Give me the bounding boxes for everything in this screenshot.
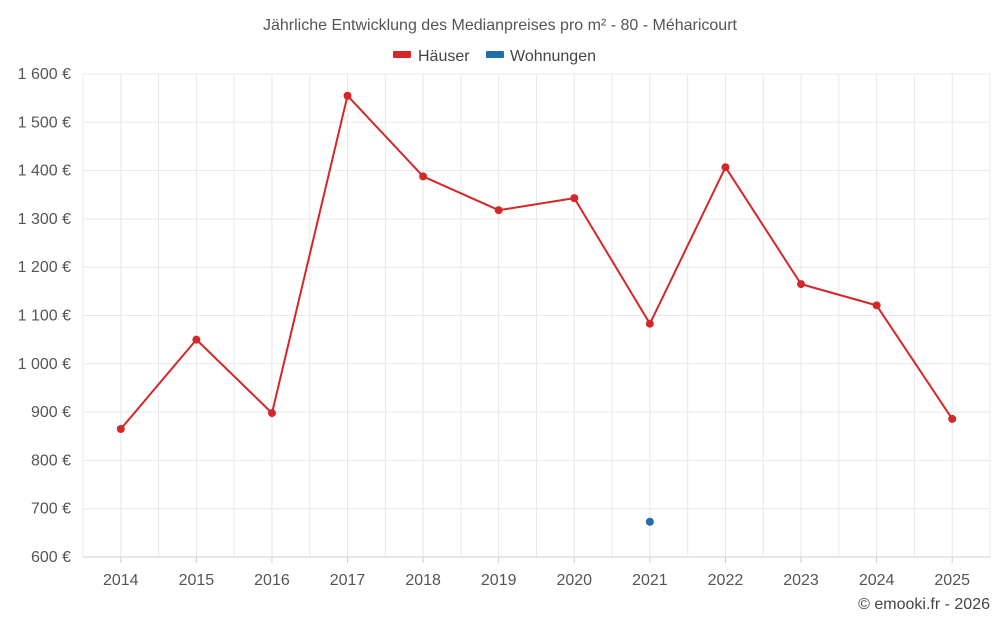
y-tick-label: 1 100 €: [18, 308, 71, 325]
data-point-haeuser: [721, 163, 730, 172]
data-point-haeuser: [192, 335, 201, 344]
series: [116, 91, 957, 526]
data-point-wohnungen: [645, 517, 654, 526]
legend-swatch-wohnungen: [486, 51, 504, 58]
y-tick-label: 1 500 €: [18, 114, 71, 131]
data-point-haeuser: [267, 409, 276, 418]
y-tick-label: 600 €: [31, 549, 71, 566]
y-tick-label: 1 600 €: [18, 66, 71, 83]
legend-label-haeuser: Häuser: [418, 48, 470, 65]
legend-item-wohnungen[interactable]: Wohnungen: [486, 48, 596, 65]
legend-label-wohnungen: Wohnungen: [510, 48, 596, 65]
x-tick-label: 2021: [632, 572, 668, 589]
data-point-haeuser: [797, 280, 806, 289]
credit-text: © emooki.fr - 2026: [858, 596, 990, 613]
y-tick-label: 1 300 €: [18, 211, 71, 228]
legend-swatch-haeuser: [393, 51, 411, 58]
y-tick-label: 1 000 €: [18, 356, 71, 373]
data-point-haeuser: [419, 172, 428, 181]
data-point-haeuser: [343, 91, 352, 100]
data-point-haeuser: [645, 319, 654, 328]
y-tick-label: 1 200 €: [18, 259, 71, 276]
x-tick-label: 2017: [330, 572, 366, 589]
data-point-haeuser: [116, 425, 125, 434]
legend-item-haeuser[interactable]: Häuser: [393, 48, 470, 65]
y-axis: 600 € 700 € 800 € 900 € 1 000 € 1 100 € 1 200 …: [18, 66, 71, 566]
chart-title: Jährliche Entwicklung des Medianpreises …: [263, 17, 738, 34]
x-tick-label: 2015: [179, 572, 215, 589]
y-tick-label: 1 400 €: [18, 163, 71, 180]
x-axis: 2014 2015 2016 2017 2018 2019 2020 2021 2022 2023…: [103, 557, 970, 589]
data-point-haeuser: [570, 194, 579, 203]
data-point-haeuser: [872, 301, 881, 310]
series-line-haeuser: [120, 94, 954, 430]
x-tick-label: 2023: [783, 572, 819, 589]
x-tick-label: 2020: [556, 572, 592, 589]
data-point-haeuser: [948, 414, 957, 423]
x-tick-label: 2022: [708, 572, 744, 589]
x-tick-label: 2025: [934, 572, 970, 589]
x-tick-label: 2024: [859, 572, 895, 589]
x-tick-label: 2016: [254, 572, 290, 589]
grid: [82, 73, 991, 558]
y-tick-label: 700 €: [31, 501, 71, 518]
y-tick-label: 900 €: [31, 404, 71, 421]
legend: Häuser Wohnungen: [393, 48, 596, 65]
data-point-haeuser: [494, 206, 503, 215]
x-tick-label: 2018: [405, 572, 441, 589]
x-tick-label: 2019: [481, 572, 517, 589]
y-tick-label: 800 €: [31, 452, 71, 469]
x-tick-label: 2014: [103, 572, 139, 589]
